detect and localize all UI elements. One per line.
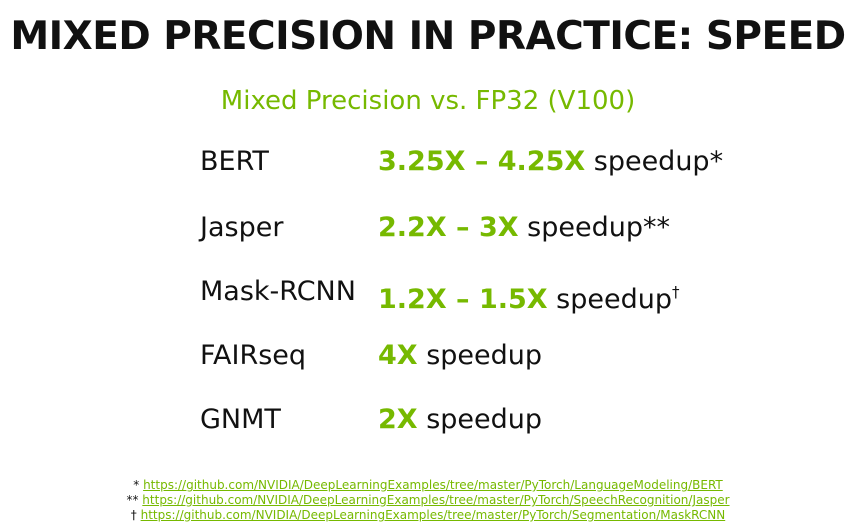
- footnote-link-jasper[interactable]: https://github.com/NVIDIA/DeepLearningEx…: [142, 493, 730, 507]
- footnotes: * https://github.com/NVIDIA/DeepLearning…: [0, 478, 856, 523]
- footnote-mark: *: [709, 146, 724, 177]
- speedup-value: 4X speedup: [378, 336, 542, 376]
- speedup-number: 1.2X – 1.5X: [378, 284, 548, 315]
- speedup-value: 3.25X – 4.25X speedup*: [378, 142, 723, 182]
- speedup-suffix: speedup: [417, 404, 543, 435]
- footnote-mask-rcnn: † https://github.com/NVIDIA/DeepLearning…: [0, 508, 856, 523]
- footnote-mark: *: [133, 478, 144, 492]
- page-subtitle: Mixed Precision vs. FP32 (V100): [220, 86, 636, 116]
- model-name: GNMT: [200, 404, 281, 435]
- footnote-mark: †: [672, 283, 680, 301]
- footnote-mark: **: [642, 212, 670, 243]
- model-name: Mask-RCNN: [200, 276, 356, 307]
- model-name: Jasper: [200, 212, 284, 243]
- speedup-value: 1.2X – 1.5X speedup†: [378, 272, 680, 320]
- speedup-suffix: speedup: [585, 146, 710, 177]
- speedup-suffix: speedup: [547, 284, 672, 315]
- speedup-suffix: speedup: [518, 212, 643, 243]
- model-name: FAIRseq: [200, 340, 307, 371]
- footnote-mark: **: [126, 493, 143, 507]
- footnote-bert: * https://github.com/NVIDIA/DeepLearning…: [0, 478, 856, 493]
- speedup-number: 3.25X – 4.25X: [378, 146, 586, 177]
- footnote-link-mask-rcnn[interactable]: https://github.com/NVIDIA/DeepLearningEx…: [140, 508, 726, 522]
- speedup-number: 2X: [378, 404, 418, 435]
- page-title: MIXED PRECISION IN PRACTICE: SPEED: [10, 14, 846, 59]
- speedup-suffix: speedup: [417, 340, 543, 371]
- footnote-link-bert[interactable]: https://github.com/NVIDIA/DeepLearningEx…: [143, 478, 723, 492]
- model-name: BERT: [200, 146, 269, 177]
- footnote-mark: †: [130, 508, 141, 522]
- speedup-value: 2X speedup: [378, 400, 542, 440]
- speedup-number: 2.2X – 3X: [378, 212, 519, 243]
- speedup-value: 2.2X – 3X speedup**: [378, 208, 670, 248]
- speedup-number: 4X: [378, 340, 418, 371]
- footnote-jasper: ** https://github.com/NVIDIA/DeepLearnin…: [0, 493, 856, 508]
